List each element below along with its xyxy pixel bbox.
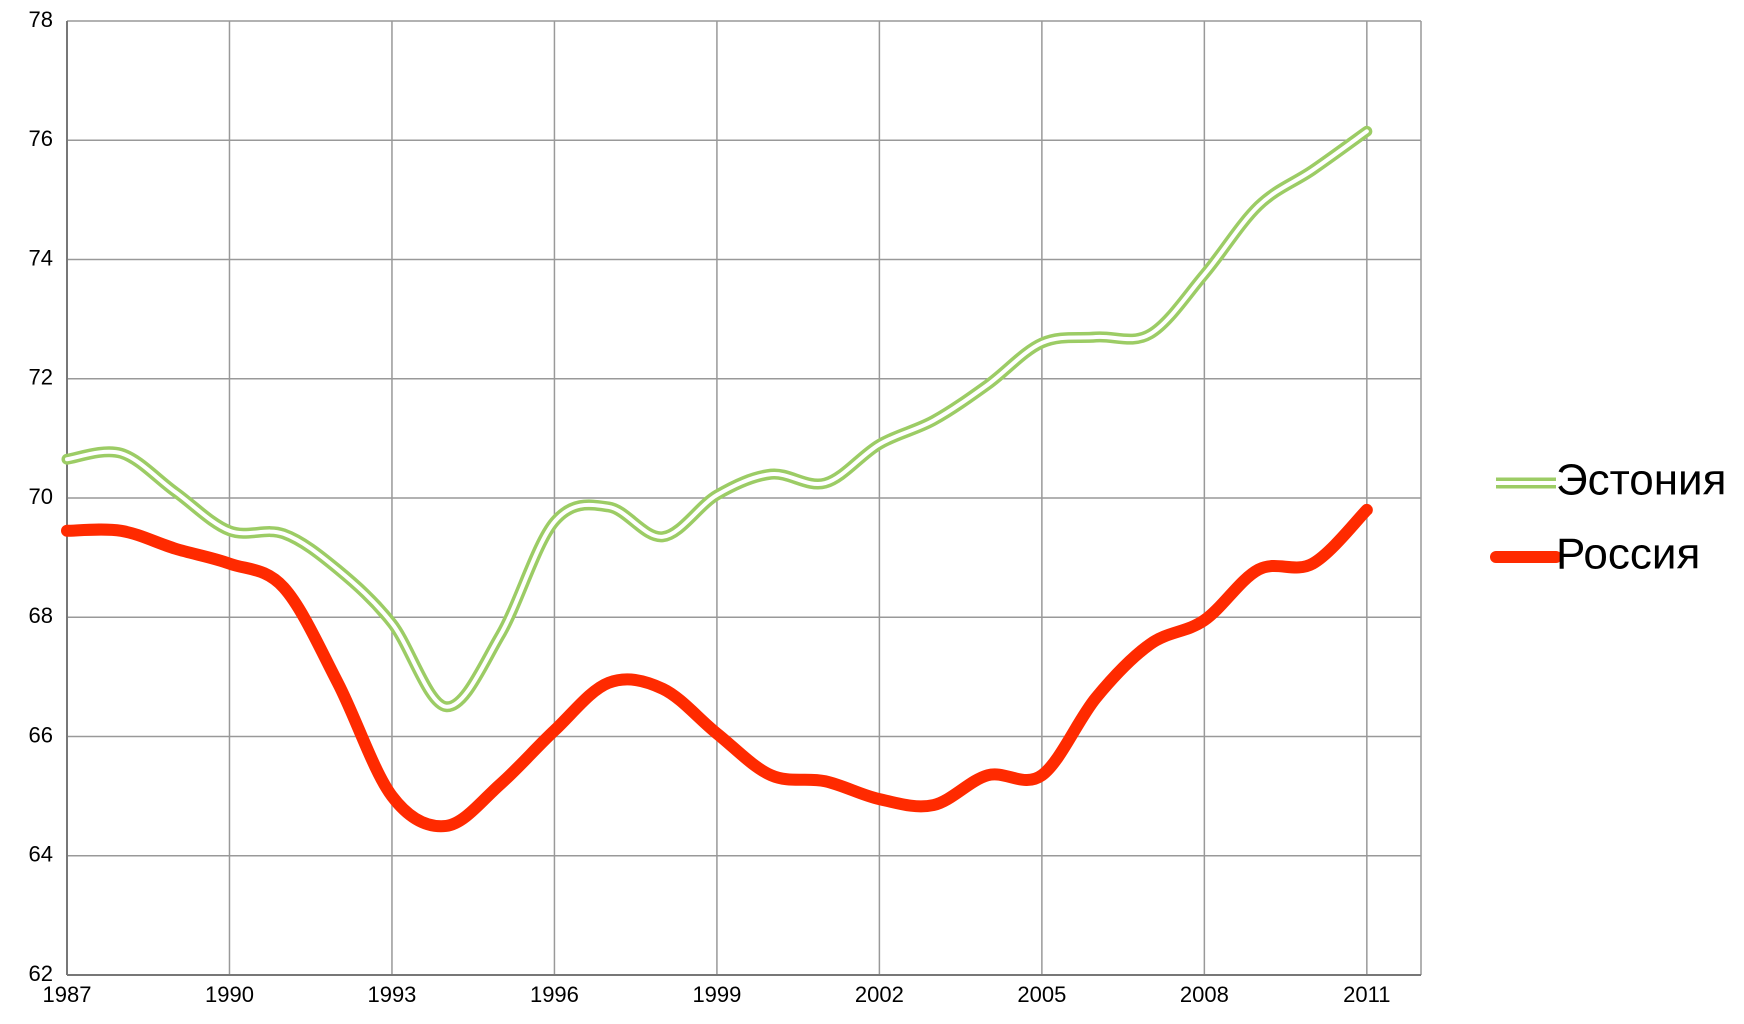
legend-label: Россия (1556, 530, 1700, 579)
x-tick-label: 2002 (855, 982, 904, 1007)
x-tick-label: 1993 (367, 982, 416, 1007)
y-tick-label: 74 (29, 245, 53, 270)
y-tick-label: 78 (29, 7, 53, 32)
y-tick-label: 62 (29, 961, 53, 986)
y-tick-label: 68 (29, 603, 53, 628)
x-tick-label: 2005 (1017, 982, 1066, 1007)
y-tick-label: 64 (29, 842, 53, 867)
x-tick-label: 2008 (1180, 982, 1229, 1007)
y-tick-label: 66 (29, 722, 53, 747)
x-tick-label: 1999 (692, 982, 741, 1007)
legend-label: Эстония (1556, 456, 1726, 505)
line (61, 503, 1373, 833)
y-tick-label: 76 (29, 126, 53, 151)
x-tick-label: 1996 (530, 982, 579, 1007)
line-inner (65, 129, 1369, 709)
x-tick-label: 1990 (205, 982, 254, 1007)
y-tick-label: 72 (29, 365, 53, 390)
y-tick-label: 70 (29, 484, 53, 509)
x-tick-label: 2011 (1343, 982, 1390, 1007)
x-tick-label: 1987 (43, 982, 92, 1007)
